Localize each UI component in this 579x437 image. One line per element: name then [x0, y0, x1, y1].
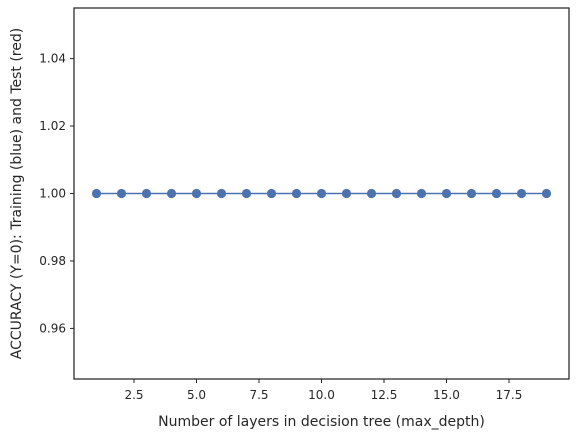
- x-tick-label: 7.5: [249, 388, 268, 402]
- y-tick-label: 1.02: [39, 119, 66, 133]
- x-tick-label: 10.0: [308, 388, 335, 402]
- y-tick-label: 1.04: [39, 52, 66, 66]
- data-point: [491, 188, 502, 199]
- data-point: [341, 188, 352, 199]
- y-tick-label: 1.00: [39, 187, 66, 201]
- x-tick-label: 12.5: [371, 388, 398, 402]
- data-point: [216, 188, 227, 199]
- y-axis-ticks: 0.96 0.98 1.00 1.02 1.04: [39, 52, 74, 335]
- data-point: [541, 188, 552, 199]
- x-tick-label: 15.0: [433, 388, 460, 402]
- data-point: [466, 188, 477, 199]
- data-point: [366, 188, 377, 199]
- data-point: [316, 188, 327, 199]
- data-point: [116, 188, 127, 199]
- x-axis-ticks: 2.5 5.0 7.5 10.0 12.5 15.0 17.5: [124, 379, 522, 402]
- y-tick-label: 0.96: [39, 321, 66, 335]
- x-axis-label: Number of layers in decision tree (max_d…: [158, 414, 485, 430]
- series-layer: [91, 188, 552, 199]
- data-point: [516, 188, 527, 199]
- data-point: [391, 188, 402, 199]
- data-point: [241, 188, 252, 199]
- data-point: [191, 188, 202, 199]
- x-tick-label: 17.5: [496, 388, 523, 402]
- data-point: [141, 188, 152, 199]
- data-point: [166, 188, 177, 199]
- y-axis-label: ACCURACY (Y=0): Training (blue) and Test…: [9, 28, 25, 359]
- data-point: [91, 188, 102, 199]
- data-point: [291, 188, 302, 199]
- y-tick-label: 0.98: [39, 254, 66, 268]
- x-tick-label: 5.0: [187, 388, 206, 402]
- data-point: [416, 188, 427, 199]
- x-tick-label: 2.5: [124, 388, 143, 402]
- data-point: [266, 188, 277, 199]
- data-point: [441, 188, 452, 199]
